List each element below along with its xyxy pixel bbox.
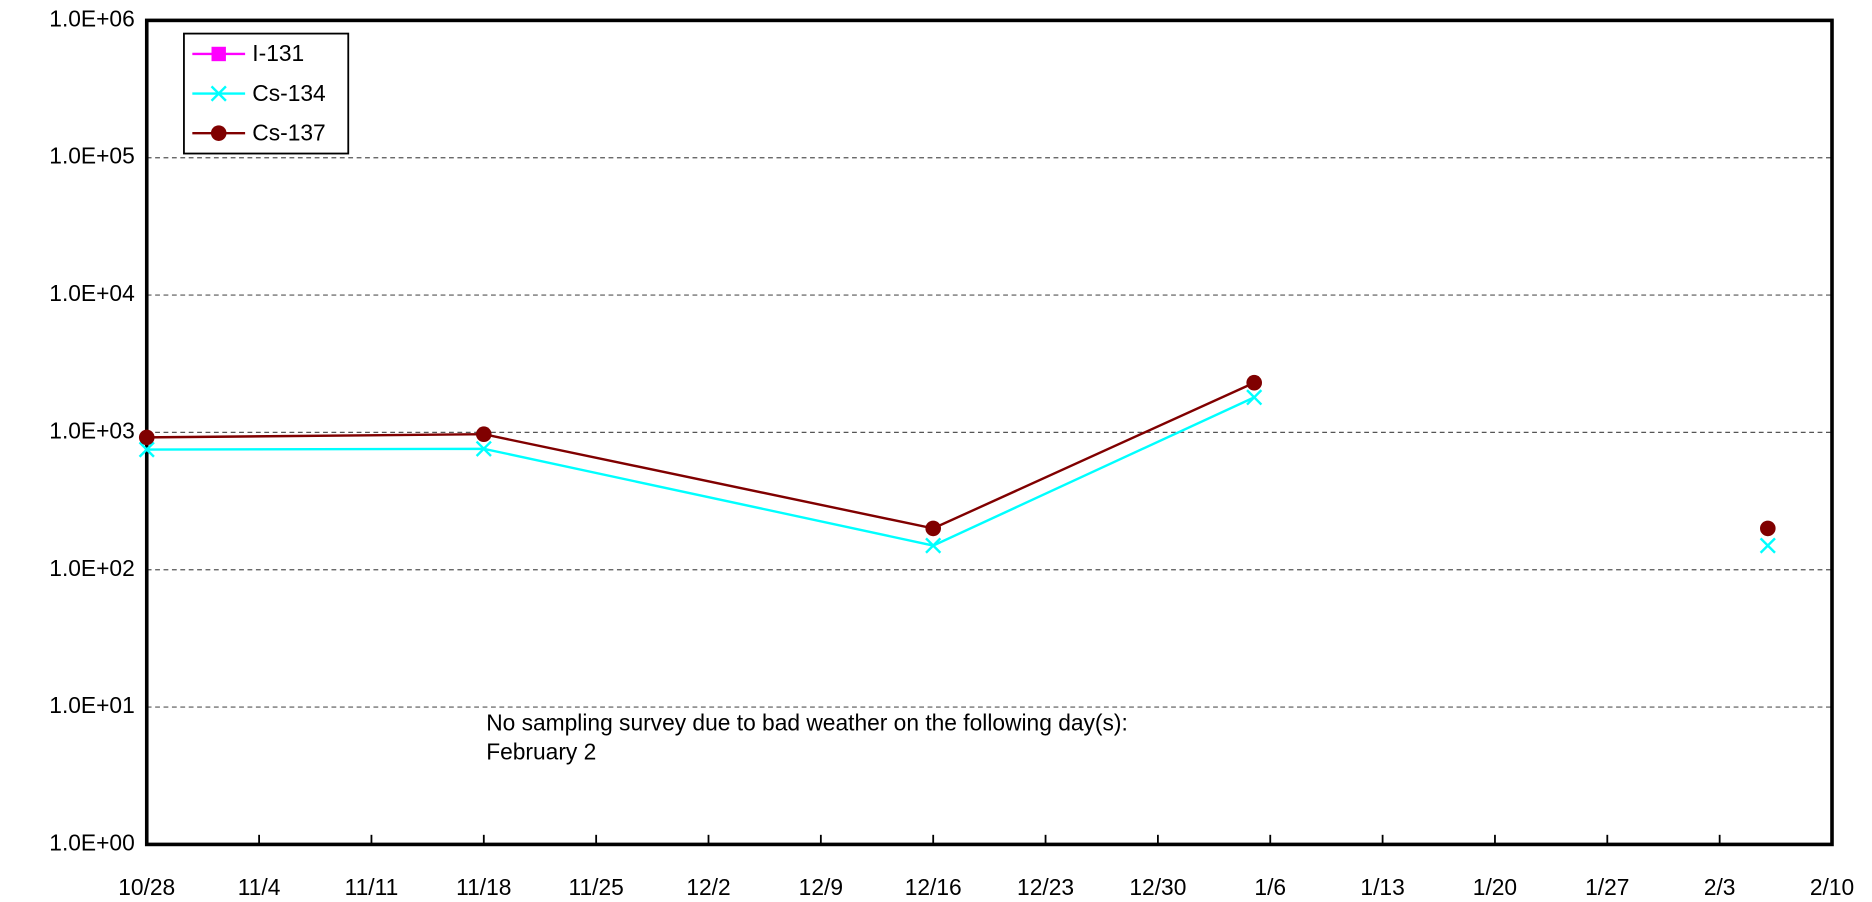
x-tick-label: 2/3: [1704, 874, 1736, 900]
x-tick-label: 10/28: [118, 874, 175, 900]
marker: [925, 537, 942, 554]
annotation: February 2: [486, 738, 596, 764]
series-line: [147, 383, 1768, 529]
x-tick-label: 12/30: [1129, 874, 1186, 900]
marker: [476, 426, 492, 443]
x-tick-label: 1/13: [1360, 874, 1404, 900]
annotation: No sampling survey due to bad weather on…: [486, 709, 1128, 735]
marker: [925, 520, 941, 537]
x-tick-label: 1/6: [1254, 874, 1286, 900]
marker: [1246, 374, 1262, 391]
x-tick-label: 12/2: [686, 874, 730, 900]
marker: [1759, 537, 1776, 554]
x-tick-label: 11/18: [456, 874, 511, 900]
x-tick-label: 12/9: [799, 874, 843, 900]
legend-label: Cs-134: [252, 80, 325, 106]
legend-label: I-131: [252, 40, 304, 66]
legend-marker: [210, 125, 227, 141]
legend-label: Cs-137: [252, 119, 325, 145]
y-tick-label: 1.0E+06: [49, 5, 134, 31]
marker: [1760, 520, 1776, 537]
y-tick-label: 1.0E+02: [49, 555, 134, 581]
marker: [475, 440, 492, 457]
y-tick-label: 1.0E+03: [49, 417, 134, 443]
marker: [1246, 389, 1263, 406]
y-tick-label: 1.0E+05: [49, 143, 134, 169]
y-tick-label: 1.0E+04: [49, 280, 134, 306]
legend-marker: [210, 85, 227, 102]
y-tick-label: 1.0E+01: [49, 692, 134, 718]
marker: [138, 429, 155, 446]
series-line: [147, 397, 1768, 545]
y-tick-label: 1.0E+00: [49, 829, 134, 855]
x-tick-label: 11/4: [238, 874, 281, 900]
x-tick-label: 1/20: [1473, 874, 1517, 900]
legend: I-131 Cs-134 Cs-137: [183, 32, 350, 155]
legend-marker: [211, 46, 226, 62]
x-tick-label: 2/10: [1810, 874, 1854, 900]
marker: [138, 441, 155, 458]
x-tick-label: 11/11: [345, 874, 399, 900]
x-tick-label: 12/23: [1017, 874, 1074, 900]
x-tick-label: 12/16: [905, 874, 962, 900]
x-tick-label: 1/27: [1585, 874, 1629, 900]
x-tick-label: 11/25: [569, 874, 624, 900]
